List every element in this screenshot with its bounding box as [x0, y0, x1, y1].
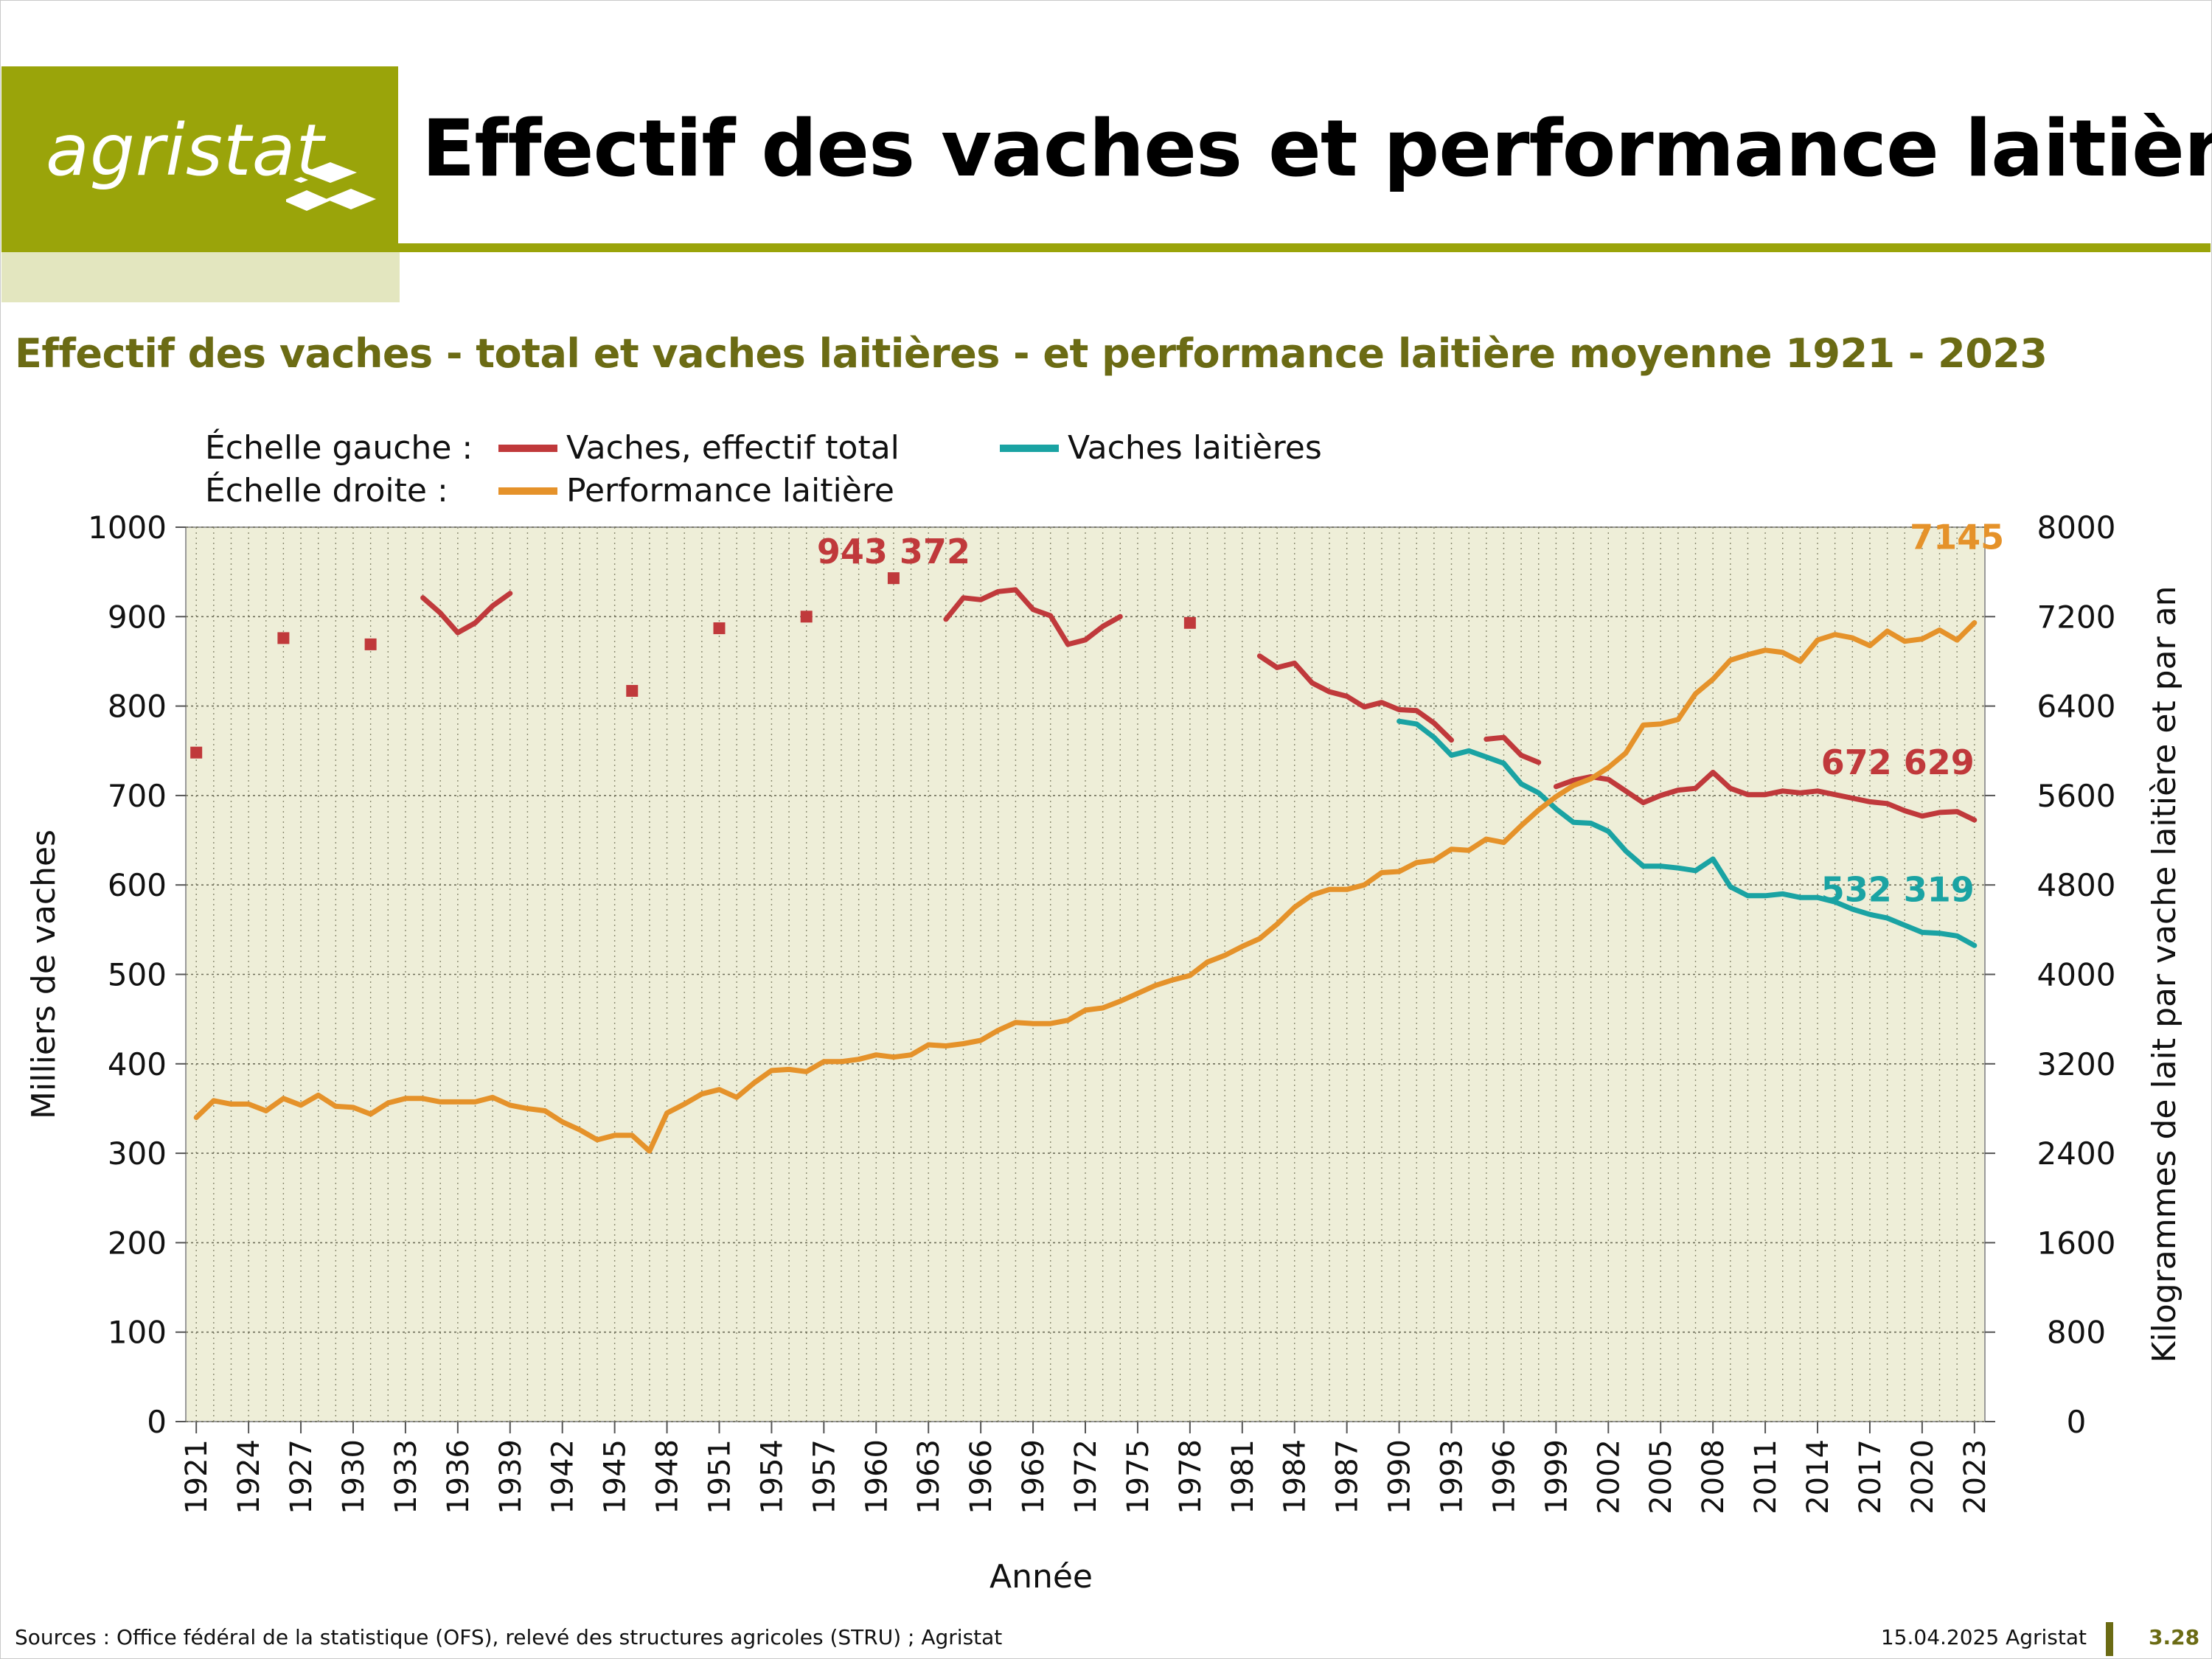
x-tick-label: 1954: [755, 1439, 789, 1514]
y2-axis-title: Kilogrammes de lait par vache laitière e…: [2146, 586, 2183, 1363]
annotation-total-2023: 672 629: [1821, 742, 1975, 782]
y2-tick-label: 4800: [2037, 867, 2116, 903]
series-point-vaches-effectif-total: [190, 746, 203, 759]
x-tick-label: 2017: [1854, 1439, 1888, 1514]
x-tick-label: 2002: [1592, 1439, 1626, 1514]
y-tick-label: 400: [108, 1046, 167, 1082]
x-tick-label: 2014: [1801, 1439, 1835, 1514]
series-point-vaches-effectif-total: [277, 632, 290, 644]
x-tick-label: 1975: [1121, 1439, 1155, 1514]
legend-label-vaches-laitieres: Vaches laitières: [1068, 429, 1322, 467]
x-tick-label: 1969: [1017, 1439, 1051, 1514]
y-tick-label: 500: [108, 957, 167, 993]
x-tick-label: 1939: [494, 1439, 528, 1514]
x-tick-label: 1933: [389, 1439, 423, 1514]
y-tick-label: 0: [147, 1404, 167, 1440]
y-tick-label: 300: [108, 1135, 167, 1172]
x-tick-label: 1957: [807, 1439, 841, 1514]
x-tick-label: 1951: [703, 1439, 737, 1514]
y-tick-label: 900: [108, 599, 167, 635]
x-tick-label: 1993: [1436, 1439, 1470, 1514]
x-tick-label: 1945: [599, 1439, 633, 1514]
y2-tick-label: 1600: [2037, 1225, 2116, 1261]
y-axis-title: Milliers de vaches: [25, 830, 63, 1119]
legend-label-performance-laitiere: Performance laitière: [566, 472, 894, 509]
x-tick-label: 1999: [1540, 1439, 1573, 1514]
x-tick-label: 1981: [1226, 1439, 1260, 1514]
x-tick-label: 1978: [1174, 1439, 1208, 1514]
annotation-total-peak: 943 372: [817, 532, 970, 571]
series-point-vaches-effectif-total: [626, 684, 639, 697]
series-line-vaches-effectif-total: [1553, 769, 1978, 823]
y-tick-label: 600: [108, 867, 167, 903]
legend-left-scale-label: Échelle gauche :: [205, 428, 473, 467]
series-point-vaches-effectif-total: [1183, 616, 1196, 629]
x-tick-label: 2020: [1906, 1439, 1940, 1514]
legend-label-vaches-effectif-total: Vaches, effectif total: [566, 429, 900, 467]
series-line-vaches-effectif-total: [420, 591, 513, 636]
x-tick-label: 1990: [1383, 1439, 1417, 1514]
series-line-vaches-laitieres: [1397, 718, 1978, 948]
x-tick-label: 2005: [1644, 1439, 1678, 1514]
page-title: Effectif des vaches et performance laiti…: [422, 103, 2212, 194]
page-number: 3.28: [2149, 1625, 2200, 1649]
x-tick-label: 1936: [442, 1439, 476, 1514]
y2-tick-label: 7200: [2037, 599, 2116, 635]
x-tick-label: 2023: [1958, 1439, 1992, 1514]
x-tick-label: 1921: [180, 1439, 214, 1514]
logo-underlay: [1, 252, 400, 302]
x-tick-label: 1972: [1069, 1439, 1103, 1514]
y2-tick-label: 8000: [2037, 509, 2116, 546]
annotation-performance-2023: 7145: [1910, 518, 2004, 557]
chart-subtitle: Effectif des vaches - total et vaches la…: [15, 330, 2048, 377]
x-tick-label: 1930: [337, 1439, 371, 1514]
series-line-vaches-effectif-total: [1484, 734, 1542, 765]
series-point-vaches-effectif-total: [713, 622, 726, 635]
y2-tick-label: 5600: [2037, 778, 2116, 814]
series-line-vaches-effectif-total: [943, 587, 1123, 647]
annotation-dairy-2023: 532 319: [1821, 869, 1975, 909]
y2-tick-label: 3200: [2037, 1046, 2116, 1082]
y-tick-label: 800: [108, 689, 167, 725]
y-tick-label: 700: [108, 778, 167, 814]
y-tick-label: 200: [108, 1225, 167, 1261]
y2-tick-label: 800: [2047, 1315, 2106, 1351]
x-tick-label: 1996: [1487, 1439, 1521, 1514]
x-tick-label: 2011: [1749, 1439, 1783, 1514]
series-line-vaches-effectif-total: [1256, 653, 1454, 743]
series-line-performance-laitiere: [193, 620, 1978, 1154]
x-tick-label: 1966: [964, 1439, 998, 1514]
y-tick-label: 1000: [88, 509, 167, 546]
chart: 0 100 200 300 400 500 600 700 800 900 1000 0 800 1600…: [25, 428, 2183, 1596]
x-tick-label: 1963: [912, 1439, 946, 1514]
x-tick-label: 1924: [232, 1439, 266, 1514]
x-tick-label: 1984: [1279, 1439, 1312, 1514]
logo-wordmark: agristat: [46, 109, 325, 192]
x-tick-label: 1960: [860, 1439, 894, 1514]
logo-diamonds-icon: [286, 162, 376, 211]
footer-date: 15.04.2025 Agristat: [1880, 1625, 2087, 1649]
legend-right-scale-label: Échelle droite :: [205, 470, 448, 509]
x-tick-label: 1942: [546, 1439, 580, 1514]
y2-tick-label: 4000: [2037, 957, 2116, 993]
series-point-vaches-effectif-total: [364, 638, 377, 650]
x-axis-title: Année: [990, 1558, 1093, 1596]
y-tick-label: 100: [108, 1315, 167, 1351]
y2-tick-label: 0: [2067, 1404, 2087, 1440]
series-point-vaches-effectif-total: [887, 572, 900, 585]
x-tick-label: 1948: [651, 1439, 685, 1514]
y2-tick-label: 6400: [2037, 689, 2116, 725]
x-tick-label: 1987: [1331, 1439, 1365, 1514]
title-rule: [398, 243, 2211, 252]
x-tick-label: 1927: [285, 1439, 319, 1514]
x-tick-label: 2008: [1697, 1439, 1731, 1514]
footer-divider: [2106, 1622, 2113, 1656]
y2-tick-label: 2400: [2037, 1135, 2116, 1172]
footer-sources: Sources : Office fédéral de la statistiq…: [15, 1625, 1003, 1649]
logo-block: [1, 66, 398, 252]
series-point-vaches-effectif-total: [800, 611, 813, 623]
